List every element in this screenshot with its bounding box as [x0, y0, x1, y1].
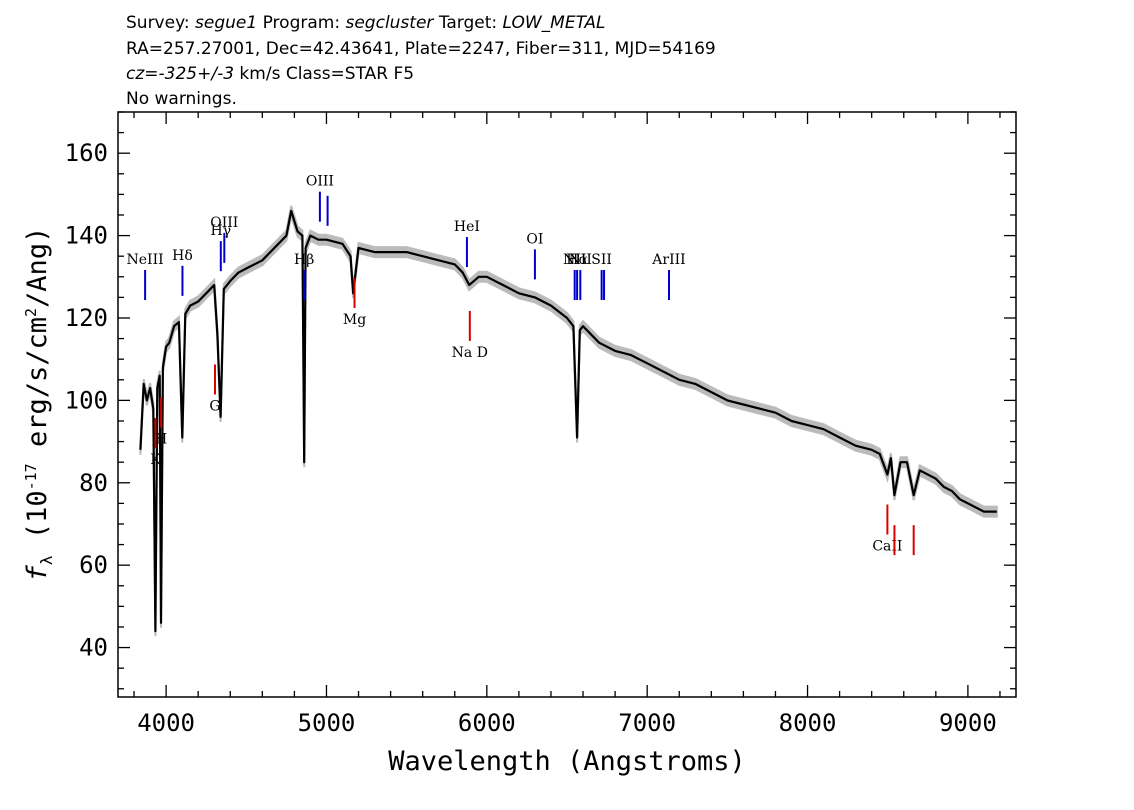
emission-line-label: NII	[563, 252, 586, 268]
y-tick-label: 120	[65, 304, 108, 332]
header-line-4: No warnings.	[126, 89, 237, 109]
class-text: km/s Class=STAR F5	[234, 64, 414, 84]
y-tick-label: 160	[65, 139, 108, 167]
target-value: LOW_METAL	[503, 13, 606, 33]
target-label: Target:	[438, 13, 497, 33]
emission-line-label: OIII	[210, 215, 238, 231]
x-tick-label: 5000	[298, 709, 356, 737]
emission-line-label: Hγ	[210, 223, 231, 239]
absorption-line-label: CaII	[872, 539, 902, 555]
y-tick-label: 60	[79, 551, 108, 579]
emission-line-label: Hδ	[172, 248, 193, 264]
emission-line-label: HeI	[454, 219, 480, 235]
spectrum-polyline	[139, 209, 997, 633]
emission-line-label: OIII	[306, 174, 334, 190]
x-tick-label: 9000	[939, 709, 997, 737]
header-line-1: Survey: segue1 Program: segcluster Targe…	[126, 13, 606, 33]
x-tick-label: 6000	[458, 709, 516, 737]
emission-line-label: Hβ	[294, 252, 314, 268]
survey-label: Survey:	[126, 13, 190, 33]
y-tick-label: 40	[79, 634, 108, 662]
absorption-line-label: K	[150, 452, 161, 468]
x-tick-label: 8000	[779, 709, 837, 737]
absorption-line-markers: KH G Mg Na D CaII	[150, 277, 915, 556]
emission-line-label: ArIII	[651, 252, 685, 268]
header-line-3: cz=-325+/-3 km/s Class=STAR F5	[126, 64, 414, 84]
x-axis-title: Wavelength (Angstroms)	[388, 746, 746, 777]
header-line-2: RA=257.27001, Dec=42.43641, Plate=2247, …	[126, 39, 716, 59]
emission-line-label: NII	[569, 252, 592, 268]
absorption-line-label: Mg	[343, 312, 366, 328]
axis-ticks	[118, 111, 1016, 697]
x-tick-label: 4000	[137, 709, 195, 737]
absorption-line-label: Na D	[452, 345, 488, 361]
plot-frame	[117, 111, 1017, 698]
y-tick-label: 80	[79, 469, 108, 497]
error-band-area	[139, 205, 998, 637]
error-band	[139, 205, 998, 637]
spectrum-line	[139, 209, 997, 633]
y-tick-labels: 40 60 80 100 120 140 160	[65, 139, 108, 661]
redshift-value: cz=-325+/-3	[126, 64, 234, 84]
x-tick-label: 7000	[618, 709, 676, 737]
y-tick-label: 140	[65, 222, 108, 250]
y-tick-label: 100	[65, 386, 108, 414]
emission-line-label: OI	[526, 231, 543, 247]
absorption-line-label: G	[209, 398, 220, 414]
program-value: segcluster	[345, 13, 434, 33]
x-tick-labels: 4000 5000 6000 7000 8000 9000	[137, 709, 997, 737]
absorption-line-label: H	[155, 431, 167, 447]
survey-value: segue1	[195, 13, 257, 33]
emission-line-label: NeIII	[127, 252, 164, 268]
program-label: Program:	[263, 13, 340, 33]
emission-line-label: SII	[591, 252, 612, 268]
emission-line-label: Hα	[566, 252, 588, 268]
y-axis-title: fλ (10-17 erg/s/cm2/Ang)	[22, 227, 56, 582]
